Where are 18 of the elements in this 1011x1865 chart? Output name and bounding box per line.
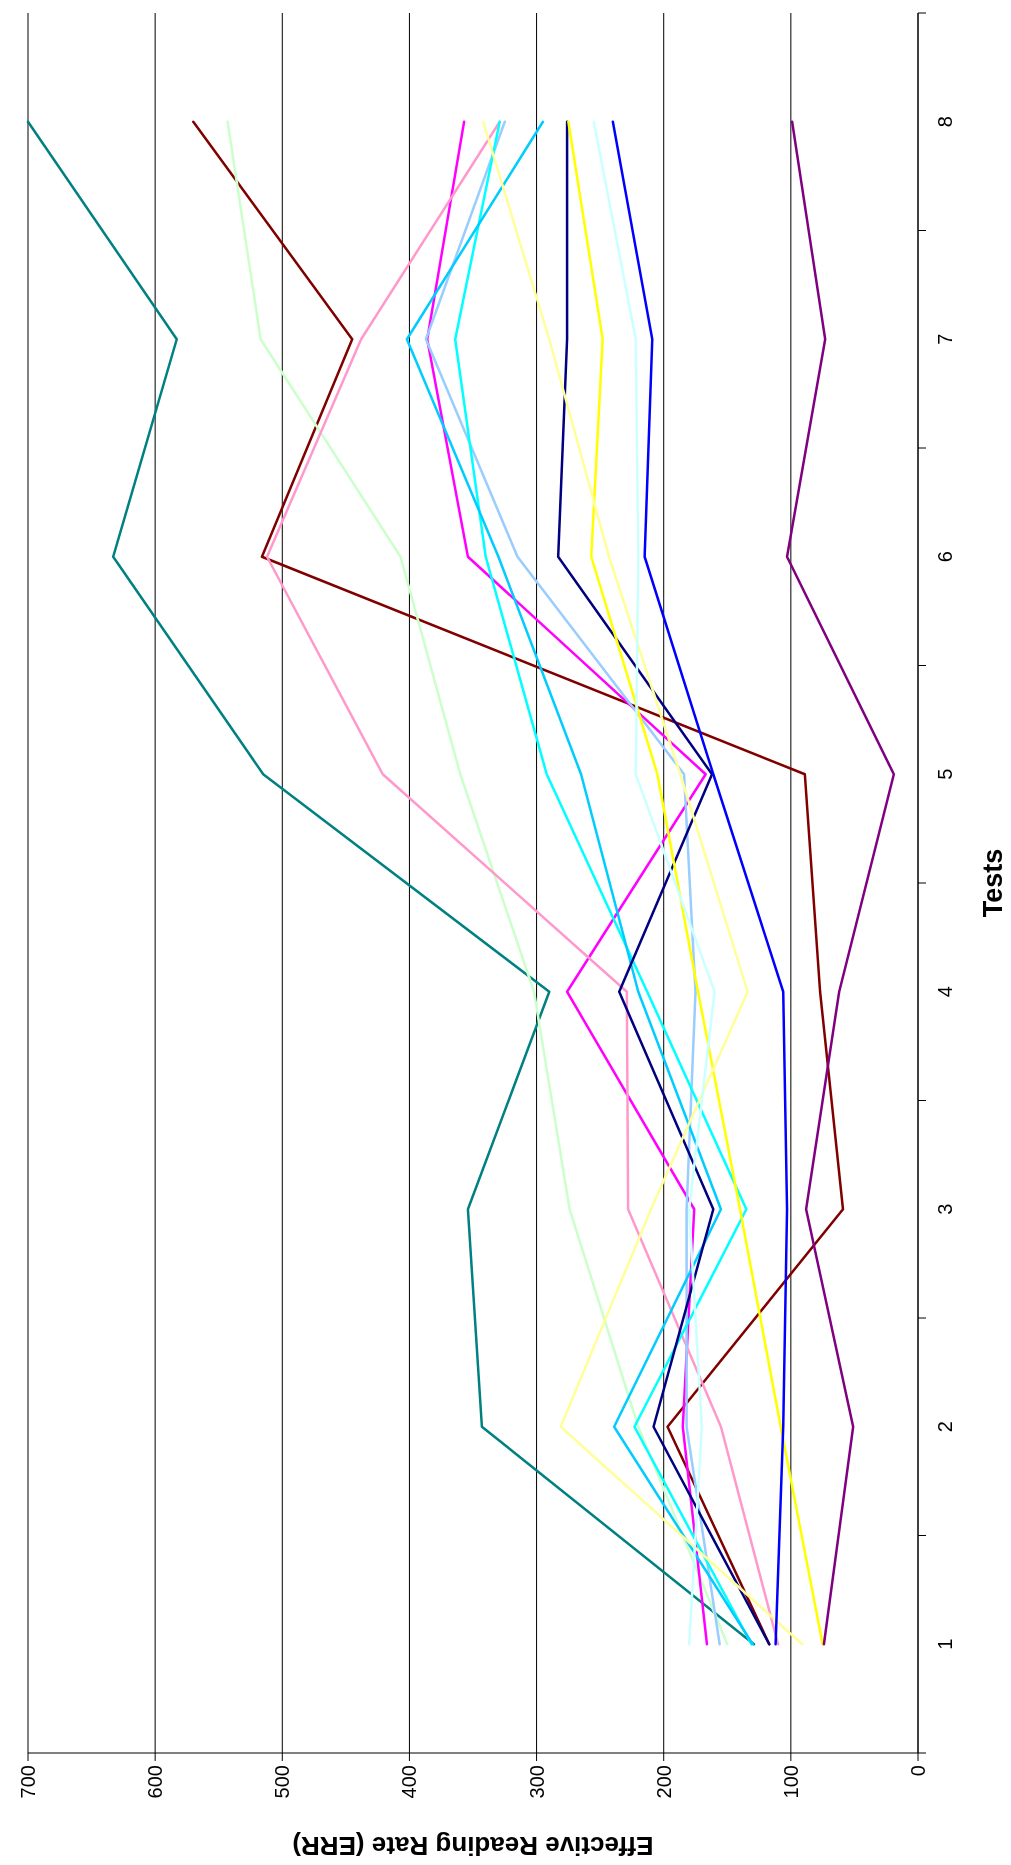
x-tick-label: 200: [652, 1765, 675, 1799]
y-tick-label: 4: [934, 986, 956, 998]
x-tick-label: 600: [144, 1765, 167, 1799]
y-tick-label: 7: [934, 333, 956, 345]
y-tick-label: 5: [934, 768, 956, 780]
x-tick-label: 400: [398, 1765, 421, 1799]
x-tick-label: 300: [525, 1765, 548, 1799]
y-tick-label: 1: [934, 1638, 956, 1650]
y-tick-label: 6: [934, 551, 956, 563]
x-tick-label: 100: [779, 1765, 802, 1799]
y-axis-title: Tests: [978, 848, 1008, 918]
y-tick-label: 8: [934, 116, 956, 128]
x-axis-title: Effective Reading Rate (ERR): [292, 1831, 654, 1861]
x-tick-label: 0: [907, 1765, 929, 1777]
y-tick-label: 3: [934, 1203, 956, 1215]
x-tick-label: 500: [271, 1765, 294, 1799]
x-tick-label: 700: [17, 1765, 39, 1799]
y-tick-label: 2: [934, 1421, 956, 1433]
